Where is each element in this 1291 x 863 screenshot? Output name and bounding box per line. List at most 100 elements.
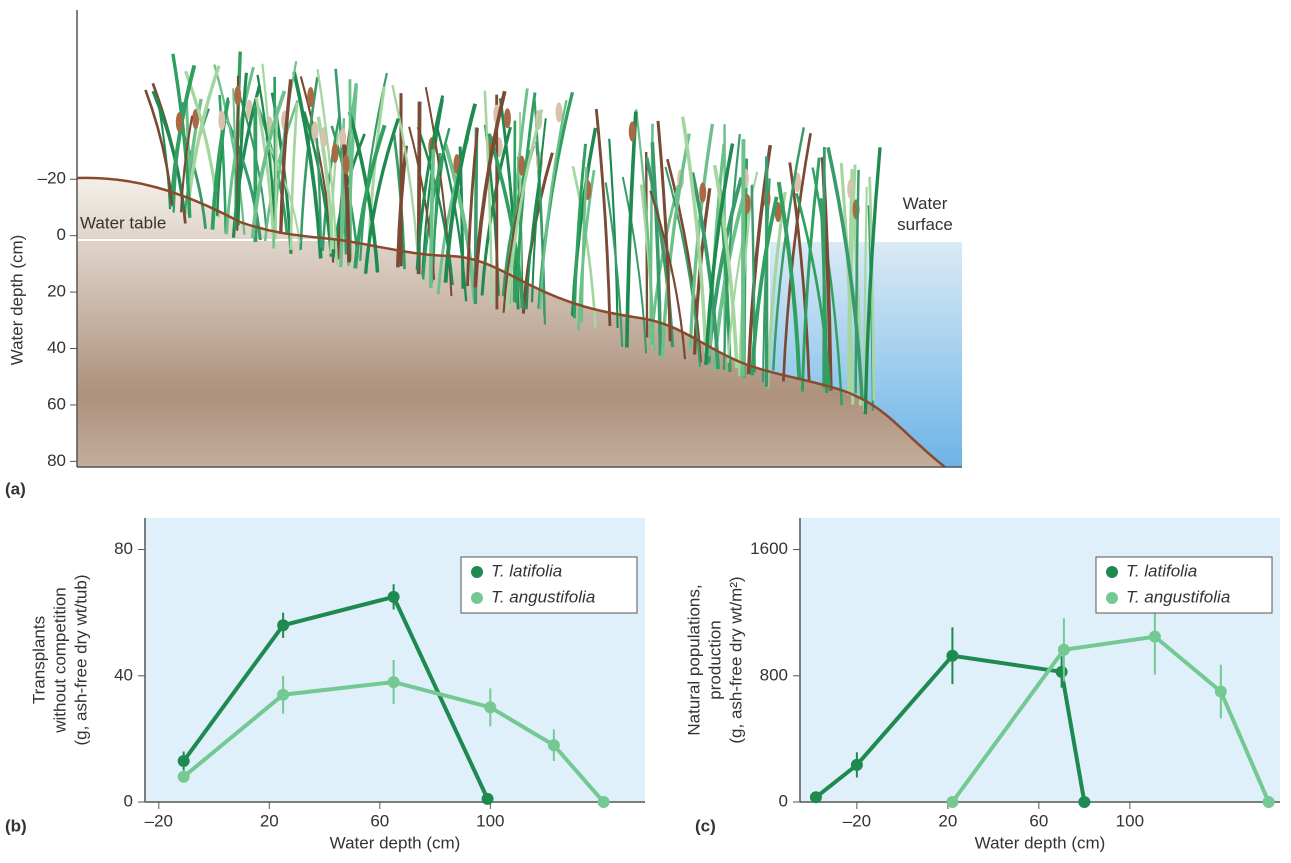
marker [387,676,400,689]
reed [776,181,802,379]
reed [863,147,882,415]
reed [416,126,454,286]
reed [625,111,638,348]
cattail [307,87,315,108]
y-axis-label: without competition [50,587,69,734]
y-tick-label: 80 [114,539,133,558]
marker [177,770,190,783]
reed [250,90,287,239]
reed [621,176,648,354]
marker [277,688,290,701]
reed [854,169,860,394]
x-tick-label: 100 [1116,811,1144,830]
cattail [342,154,350,175]
reed [649,190,687,360]
cattail [518,155,526,176]
reed [712,164,739,369]
reed [299,76,319,250]
x-axis-label: Water depth (cm) [330,833,461,852]
reed [664,166,701,367]
y-tick-label: 60 [47,394,66,413]
reed [650,142,663,356]
reed [868,176,876,401]
reed [172,101,185,213]
reed [391,84,421,277]
marker [809,791,822,804]
marker [484,701,497,714]
reed [180,115,194,213]
reed [811,167,843,406]
reed [512,120,517,302]
y-tick-label: 1600 [750,539,788,558]
legend-label: T. latifolia [491,561,562,580]
reed [428,149,436,288]
cattail [331,143,339,164]
marker [547,739,560,752]
ground-line [76,176,946,468]
reed [690,172,720,370]
marker [1148,630,1161,643]
reed [435,126,468,302]
reed [765,191,787,389]
reed [443,103,478,283]
reed [531,118,547,303]
y-tick-label: 0 [57,225,66,244]
legend-marker [471,566,483,578]
marker [597,796,610,808]
reed [348,79,353,260]
reed [772,127,806,371]
reed [862,186,868,412]
series-line [182,680,606,804]
y-axis-label: (g, ash-free dry wt/tub) [71,574,90,745]
marker [481,792,494,805]
reed [264,137,301,243]
reed [819,198,829,394]
series-line [182,594,490,800]
x-tick-label: –20 [145,811,173,830]
reed [666,158,702,363]
legend-label: T. angustifolia [1126,587,1230,606]
cattail [628,121,636,142]
y-tick-label: 40 [47,338,66,357]
reed [480,126,512,296]
y-tick-label: 0 [779,791,788,810]
x-tick-label: 20 [260,811,279,830]
reed [443,143,477,300]
reed [236,72,248,226]
marker [850,758,863,771]
reed [210,100,230,230]
reed [740,139,746,377]
cattail [699,182,707,203]
legend-marker [471,592,483,604]
cattail [503,108,511,129]
marker [946,796,959,808]
y-tick-label: 80 [47,451,66,470]
marker [946,649,959,662]
reed [722,134,741,370]
soil [77,177,945,467]
reed [521,152,554,314]
annotation: Water surface [897,194,953,234]
reed [680,116,708,354]
reed [316,69,339,266]
y-axis-label: Water depth (cm) [7,235,26,366]
reed [608,138,619,328]
reed [604,182,624,347]
marker [277,619,290,632]
reed [704,143,735,365]
x-tick-label: 60 [370,811,389,830]
y-axis-label: (g, ash-free dry wt/m²) [726,576,745,743]
reed [274,107,279,240]
reed [466,128,479,287]
cattail [175,112,183,133]
reed [656,120,672,342]
cattail [192,109,200,130]
y-axis-label: Transplants [29,616,48,704]
y-axis-label: Natural populations, [684,584,703,735]
legend [460,556,638,614]
reed [795,192,832,390]
reed [156,97,172,210]
reed [487,133,525,309]
